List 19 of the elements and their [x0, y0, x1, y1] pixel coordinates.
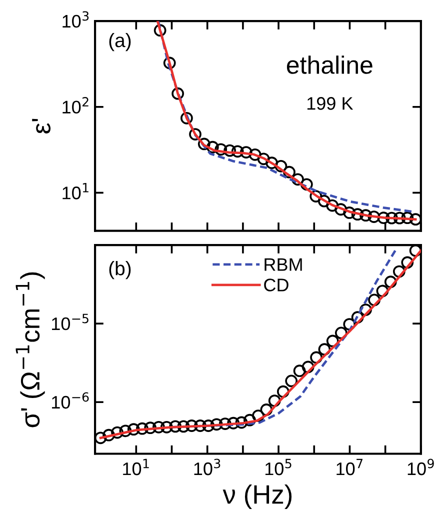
legend-label: CD — [264, 278, 288, 292]
y-axis-title: σ' (Ω$^{−1}$cm$^{−1}$) — [16, 272, 45, 428]
x-axis-title: ν (Hz) — [222, 484, 292, 510]
annotation: 199 K — [307, 97, 354, 110]
legend-label: RBM — [264, 258, 302, 271]
x-tick-label: 10$^{1}$ — [123, 458, 149, 476]
annotation: ethaline — [286, 56, 372, 74]
x-tick-label: 10$^{9}$ — [408, 458, 434, 476]
x-tick-label: 10$^{5}$ — [265, 458, 292, 476]
y-tick-label: 10$^{3}$ — [62, 11, 89, 28]
x-tick-label: 10$^{3}$ — [194, 458, 220, 476]
y-tick-label: 10$^{−6}$ — [52, 392, 89, 409]
annotation: (b) — [109, 261, 131, 280]
y-tick-label: 10$^{2}$ — [62, 97, 88, 114]
x-tick-label: 10$^{7}$ — [336, 458, 362, 476]
annotation: (a) — [109, 32, 131, 52]
y-tick-label: 10$^{−5}$ — [52, 314, 88, 330]
y-tick-label: 10$^{1}$ — [62, 183, 88, 200]
y-axis-title: ε' — [32, 118, 51, 134]
